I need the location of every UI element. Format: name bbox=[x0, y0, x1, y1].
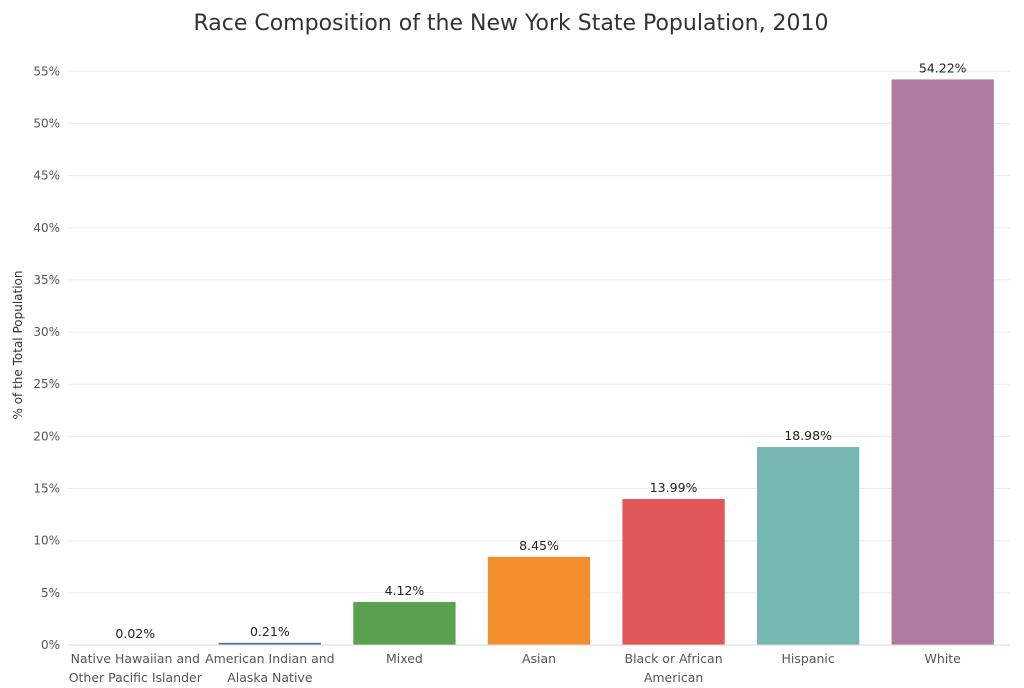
data-label: 8.45% bbox=[519, 538, 559, 553]
chart-title: Race Composition of the New York State P… bbox=[193, 11, 828, 36]
bar bbox=[757, 447, 860, 645]
x-tick-label: White bbox=[925, 651, 962, 666]
y-tick-label: 30% bbox=[33, 325, 60, 339]
data-label: 0.21% bbox=[250, 624, 290, 639]
y-tick-label: 45% bbox=[33, 169, 60, 183]
data-labels: 0.02% 0.21% 4.12% 8.45% 13.99% 18.98% 54.22% bbox=[115, 60, 966, 640]
bar bbox=[353, 602, 456, 645]
bar bbox=[218, 642, 321, 645]
y-tick-label: 15% bbox=[33, 482, 60, 496]
y-axis-label: % of the Total Population bbox=[11, 271, 25, 420]
y-tick-label: 20% bbox=[33, 429, 60, 443]
bar bbox=[891, 79, 994, 645]
bars bbox=[84, 79, 994, 645]
y-tick-label: 40% bbox=[33, 221, 60, 235]
y-tick-label: 55% bbox=[33, 64, 60, 78]
x-tick-label: Asian bbox=[522, 651, 556, 666]
y-tick-label: 0% bbox=[41, 638, 60, 652]
y-tick-label: 10% bbox=[33, 534, 60, 548]
x-tick-label: American Indian and Alaska Native bbox=[205, 651, 335, 685]
data-label: 0.02% bbox=[115, 626, 155, 641]
data-label: 54.22% bbox=[919, 60, 967, 75]
x-tick-label: Hispanic bbox=[782, 651, 835, 666]
bar bbox=[487, 556, 591, 645]
x-axis-ticks: Native Hawaiian and Other Pacific Islande… bbox=[69, 651, 961, 685]
y-tick-label: 5% bbox=[41, 586, 60, 600]
y-tick-label: 50% bbox=[33, 116, 60, 130]
x-tick-label: Mixed bbox=[386, 651, 423, 666]
data-label: 18.98% bbox=[784, 428, 832, 443]
y-tick-label: 25% bbox=[33, 377, 60, 391]
y-tick-label: 35% bbox=[33, 273, 60, 287]
bar bbox=[622, 499, 725, 645]
x-tick-label: Black or African American bbox=[625, 651, 723, 685]
y-axis-ticks: 0% 5% 10% 15% 20% 25% 30% 35% 40% 45% 50% 55% bbox=[33, 64, 60, 652]
x-tick-label: Native Hawaiian and Other Pacific Islande… bbox=[69, 651, 203, 685]
data-label: 4.12% bbox=[385, 583, 425, 598]
gridlines bbox=[68, 70, 1010, 594]
data-label: 13.99% bbox=[650, 480, 698, 495]
